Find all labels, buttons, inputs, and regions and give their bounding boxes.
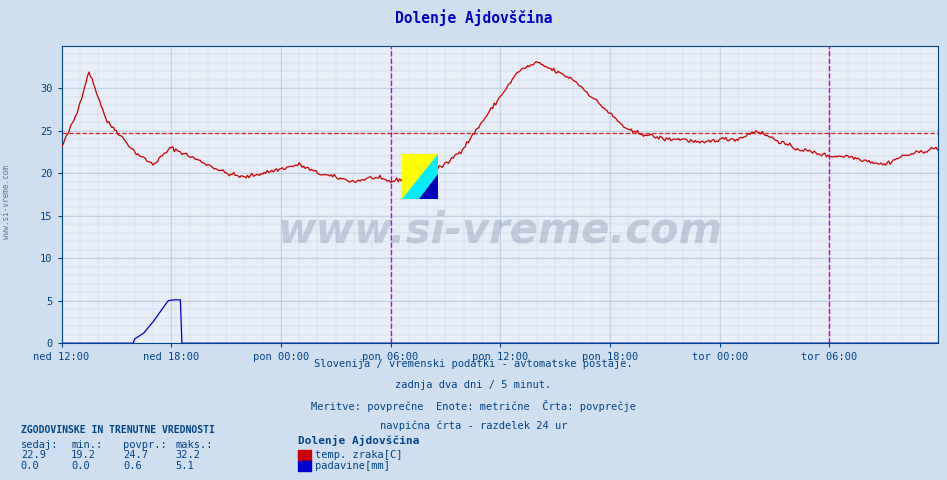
Text: 19.2: 19.2	[71, 450, 96, 460]
Text: min.:: min.:	[71, 441, 102, 450]
Text: 5.1: 5.1	[175, 461, 194, 470]
Text: Meritve: povprečne  Enote: metrične  Črta: povprečje: Meritve: povprečne Enote: metrične Črta:…	[311, 400, 636, 412]
Text: 0.0: 0.0	[21, 461, 40, 470]
Text: 24.7: 24.7	[123, 450, 148, 460]
Text: www.si-vreme.com: www.si-vreme.com	[277, 209, 722, 251]
Text: maks.:: maks.:	[175, 441, 213, 450]
Text: 0.6: 0.6	[123, 461, 142, 470]
Text: padavine[mm]: padavine[mm]	[315, 461, 390, 470]
Text: Dolenje Ajdovščina: Dolenje Ajdovščina	[395, 9, 552, 26]
Polygon shape	[402, 154, 438, 199]
Text: www.si-vreme.com: www.si-vreme.com	[2, 165, 11, 239]
Text: sedaj:: sedaj:	[21, 441, 59, 450]
Polygon shape	[402, 154, 438, 199]
Polygon shape	[419, 174, 438, 199]
Text: 32.2: 32.2	[175, 450, 200, 460]
Text: zadnja dva dni / 5 minut.: zadnja dva dni / 5 minut.	[396, 380, 551, 390]
Text: temp. zraka[C]: temp. zraka[C]	[315, 450, 402, 460]
Text: Dolenje Ajdovščina: Dolenje Ajdovščina	[298, 435, 420, 446]
Text: ZGODOVINSKE IN TRENUTNE VREDNOSTI: ZGODOVINSKE IN TRENUTNE VREDNOSTI	[21, 425, 215, 434]
Text: Slovenija / vremenski podatki - avtomatske postaje.: Slovenija / vremenski podatki - avtomats…	[314, 359, 633, 369]
Text: povpr.:: povpr.:	[123, 441, 167, 450]
Text: navpična črta - razdelek 24 ur: navpična črta - razdelek 24 ur	[380, 421, 567, 432]
Text: 22.9: 22.9	[21, 450, 45, 460]
Text: 0.0: 0.0	[71, 461, 90, 470]
